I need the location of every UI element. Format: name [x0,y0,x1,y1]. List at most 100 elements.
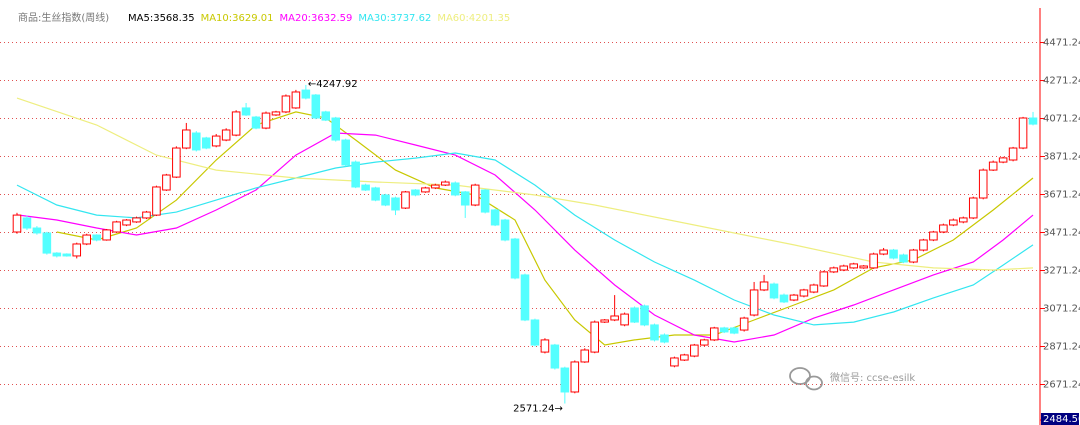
candle-body [301,89,311,99]
candle-body [909,249,918,263]
candle-body [421,187,430,193]
y-tick-label: 3071.24 [1043,304,1080,315]
y-tick-label: 4471.24 [1043,38,1080,49]
chart-title: 商品:生丝指数(周线) [18,11,109,24]
legend-entry: MA60:4201.35 [437,13,510,24]
y-tick-label: 4271.24 [1043,76,1080,87]
candle-body [670,357,679,367]
candle-body [829,267,839,273]
candle-body [172,147,181,178]
candle-body [839,265,849,271]
candle-body [610,315,619,321]
y-tick-label: 2871.24 [1043,342,1080,353]
y-tick-label: 3471.24 [1043,228,1080,239]
candle-body [510,238,520,279]
candle-body [22,217,32,229]
candle-body [819,271,829,287]
candle-body [849,263,859,269]
candle-body [281,95,291,113]
candle-body [72,243,82,257]
candle-body [570,361,580,393]
candle-body [959,217,968,223]
candle-body [660,334,669,343]
legend-entry: MA10:3629.01 [201,13,274,24]
candle-body [122,219,131,226]
candle-body [729,327,739,334]
candle-body [381,194,390,206]
candle-body [450,182,460,196]
candle-body [968,197,978,219]
candle-body [600,319,609,323]
candle-body [132,217,141,223]
candle-body [560,367,570,393]
candle-body [700,339,709,346]
candle-body [540,339,550,353]
candle-body [351,161,360,188]
candle-body [929,231,938,241]
y-tick-label: 3271.24 [1043,266,1080,277]
candle-body [251,116,261,129]
candle-body [978,169,988,199]
candle-body [899,254,908,263]
y-tick-label: 3671.24 [1043,190,1080,201]
candle-body [191,132,201,151]
candle-body [769,283,779,299]
candle-body [490,209,500,226]
candle-body [550,344,560,369]
annotation: ←4247.92 [308,79,358,90]
candle-body [152,186,161,216]
candle-body [859,265,868,269]
candle-body [709,327,719,341]
candle-body [749,289,759,316]
candle-body [988,161,998,171]
candle-body [530,319,540,346]
candle-body [759,281,769,291]
legend-entry: MA5:3568.35 [128,13,195,24]
candle-body [361,184,370,191]
candle-body [92,234,101,241]
legend-entry: MA30:3737.62 [358,13,431,24]
candle-body [480,189,490,213]
candle-body [211,135,221,147]
candle-body [739,317,749,331]
candle-body [1008,147,1018,161]
candle-body [500,219,510,241]
candle-body [291,91,301,109]
annotation: 2571.24→ [513,404,563,415]
candle-body [42,232,52,254]
candle-body [162,174,171,191]
candle-body [221,129,231,141]
ma-line [16,132,1034,343]
candle-body [889,249,898,259]
candle-body [142,211,151,219]
watermark-icon [789,367,823,391]
candle-body [112,221,121,233]
candle-body [62,253,72,257]
candle-body [311,94,321,119]
candle-body [411,189,420,196]
candle-body [102,229,111,241]
candle-body [869,253,878,269]
candle-body [371,187,380,201]
ma-line [56,111,1034,346]
candle-body [241,107,251,116]
candle-body [1018,117,1028,149]
y-tick-label-box [1041,413,1079,425]
y-tick-label: 2484.50 [1043,414,1080,425]
candle-body [949,219,958,226]
candle-body [719,327,729,333]
candle-body [640,305,649,326]
legend-entry: MA20:3632.59 [279,13,352,24]
candle-body [32,227,42,234]
y-tick-label: 3871.24 [1043,152,1080,163]
candle-body [799,289,809,297]
candle-body [321,111,331,121]
candle-body [82,234,91,245]
candle-body [620,313,629,326]
watermark: 微信号: ccse-esilk [830,371,915,384]
candle-body [939,224,948,233]
candle-body [690,344,699,357]
candle-body [779,294,789,303]
candle-body [12,214,22,233]
